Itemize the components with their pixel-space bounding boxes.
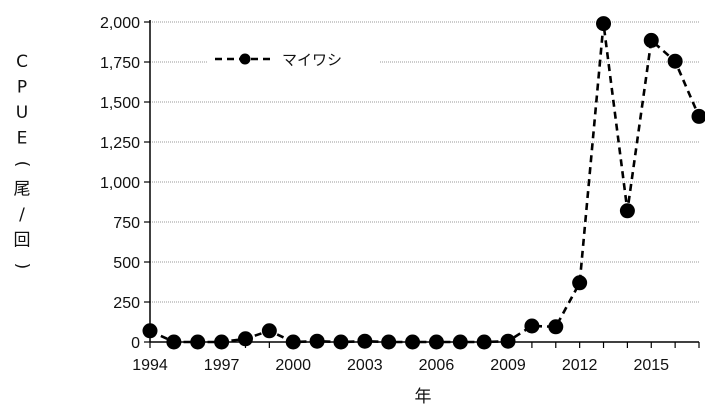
legend-label: マイワシ <box>282 51 342 69</box>
y-axis-title-char-1: P <box>17 78 27 98</box>
x-tick-label-1997: 1997 <box>204 357 240 374</box>
legend-marker-sample <box>239 53 251 65</box>
data-point-2002 <box>333 334 349 350</box>
data-point-2012 <box>572 275 588 291</box>
data-point-2000 <box>285 334 301 350</box>
data-point-2010 <box>524 318 540 334</box>
data-point-2008 <box>476 334 492 350</box>
y-axis-title-char-6: / <box>19 205 25 225</box>
x-tick-label-2006: 2006 <box>419 357 455 374</box>
data-point-2007 <box>452 334 468 350</box>
y-tick-label-0: 0 <box>131 335 140 352</box>
y-axis-ticks: 0 250 500 750 1,000 1,250 1,500 1,750 2,000 <box>100 15 150 352</box>
y-axis-title-char-3: E <box>17 129 28 149</box>
data-point-2004 <box>381 334 397 350</box>
y-tick-label-250: 250 <box>113 295 140 312</box>
data-point-1996 <box>190 334 206 350</box>
x-tick-label-2015: 2015 <box>633 357 669 374</box>
gridlines <box>150 21 699 303</box>
data-point-2009 <box>500 333 516 349</box>
data-point-1995 <box>166 334 182 350</box>
series-group <box>142 16 705 350</box>
y-tick-label-1,750: 1,750 <box>100 55 140 72</box>
x-axis-title: 年 <box>415 387 432 405</box>
y-axis-title-char-2: U <box>16 103 28 123</box>
data-point-1998 <box>237 331 253 347</box>
x-tick-label-2012: 2012 <box>562 357 598 374</box>
data-point-2017 <box>691 108 705 124</box>
data-point-1999 <box>261 323 277 339</box>
legend-background <box>208 46 380 72</box>
legend: マイワシ <box>208 46 380 72</box>
y-tick-label-2,000: 2,000 <box>100 15 140 32</box>
data-point-2003 <box>357 333 373 349</box>
y-axis-title-char-4: ( <box>12 161 32 168</box>
data-point-2005 <box>405 334 421 350</box>
x-tick-label-1994: 1994 <box>132 357 168 374</box>
data-point-2013 <box>596 16 612 32</box>
y-tick-label-1,000: 1,000 <box>100 175 140 192</box>
y-tick-label-750: 750 <box>113 215 140 232</box>
data-point-1994 <box>142 323 158 339</box>
data-point-1997 <box>214 334 230 350</box>
y-axis-title-char-7: 回 <box>14 231 31 251</box>
y-tick-label-1,500: 1,500 <box>100 95 140 112</box>
x-tick-label-2000: 2000 <box>275 357 311 374</box>
x-tick-label-2003: 2003 <box>347 357 383 374</box>
y-axis-title-char-0: C <box>16 52 28 72</box>
data-point-2011 <box>548 319 564 335</box>
data-point-2006 <box>428 334 444 350</box>
y-tick-label-500: 500 <box>113 255 140 272</box>
data-point-2001 <box>309 333 325 349</box>
series-line-0 <box>149 23 701 344</box>
y-tick-label-1,250: 1,250 <box>100 135 140 152</box>
x-tick-label-2009: 2009 <box>490 357 526 374</box>
data-point-2015 <box>643 32 659 48</box>
data-point-2016 <box>667 53 683 69</box>
y-axis-title-char-5: 尾 <box>14 180 31 200</box>
y-axis-title-char-8: ) <box>12 263 32 270</box>
data-point-2014 <box>619 203 635 219</box>
